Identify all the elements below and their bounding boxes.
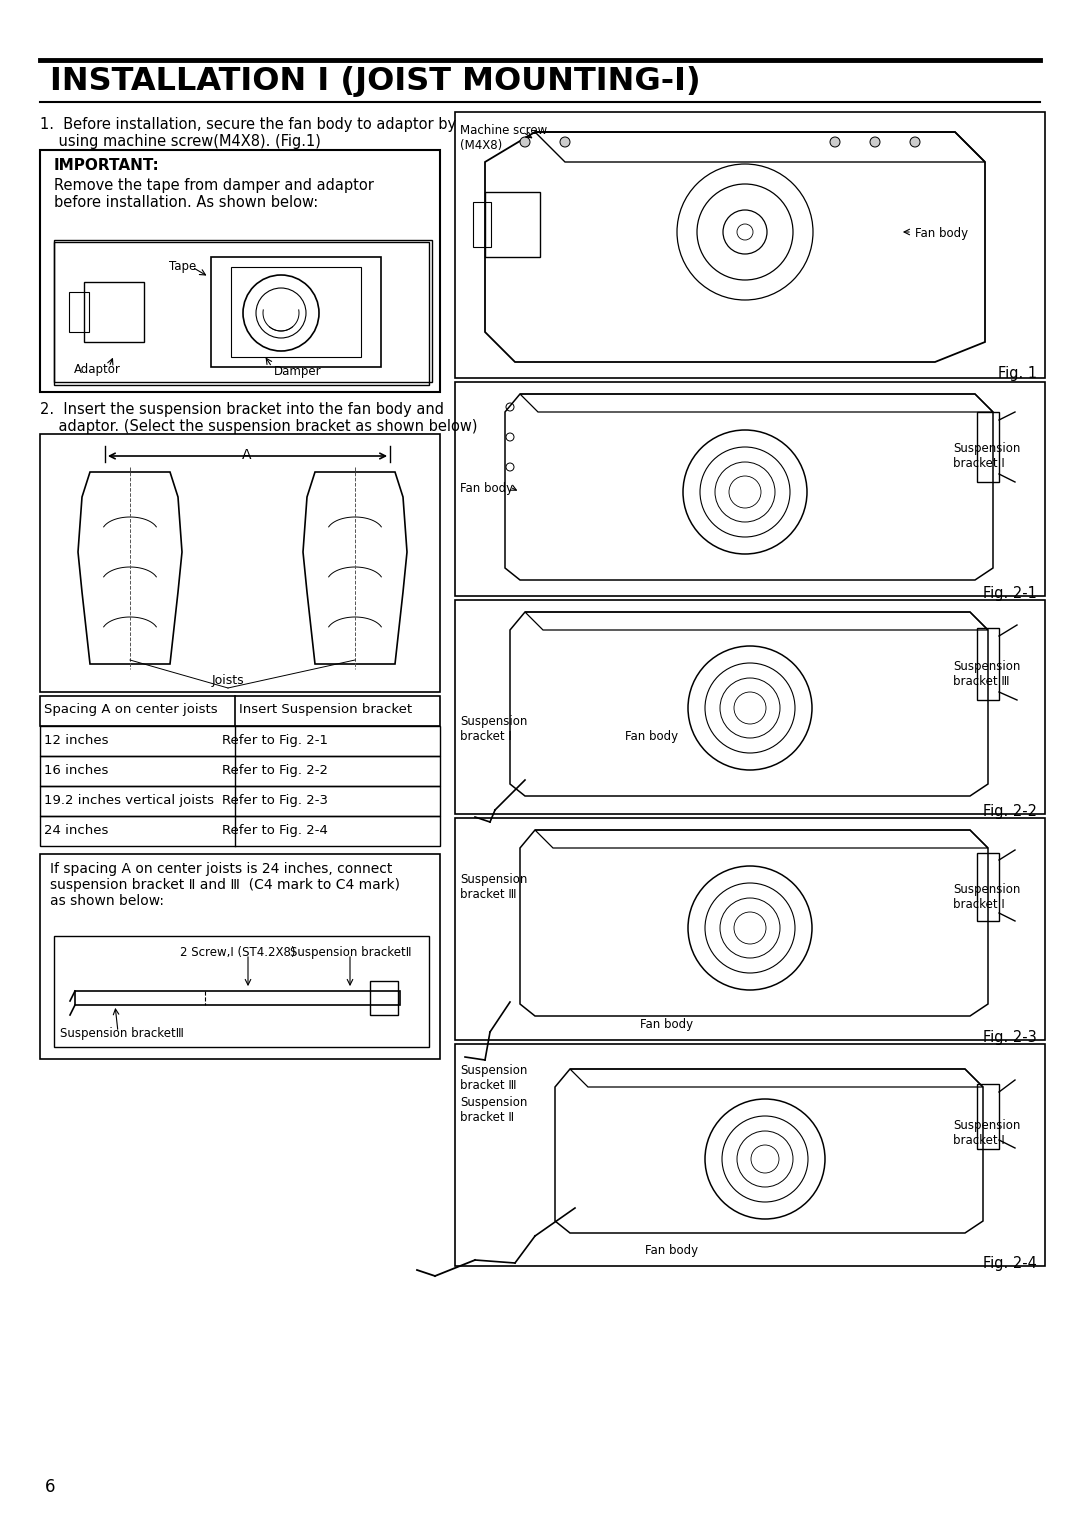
Text: 24 inches: 24 inches bbox=[44, 824, 108, 836]
Bar bbox=[69, 291, 89, 333]
Bar bbox=[977, 853, 999, 922]
Bar bbox=[54, 240, 432, 382]
Bar bbox=[455, 600, 1045, 813]
Text: IMPORTANT:: IMPORTANT: bbox=[54, 159, 160, 172]
Bar bbox=[370, 981, 399, 1015]
Text: Suspension
bracket I: Suspension bracket I bbox=[460, 716, 527, 743]
Text: INSTALLATION I (JOIST MOUNTING-I): INSTALLATION I (JOIST MOUNTING-I) bbox=[50, 66, 701, 98]
Text: Suspension
bracket Ⅱ: Suspension bracket Ⅱ bbox=[460, 1096, 527, 1125]
Text: Refer to Fig. 2-2: Refer to Fig. 2-2 bbox=[222, 765, 328, 777]
Text: If spacing A on center joists is 24 inches, connect
suspension bracket Ⅱ and Ⅲ  : If spacing A on center joists is 24 inch… bbox=[50, 862, 400, 908]
Text: Suspension
bracket I: Suspension bracket I bbox=[953, 884, 1021, 911]
Text: Spacing A on center joists: Spacing A on center joists bbox=[44, 703, 218, 716]
Text: Damper: Damper bbox=[274, 365, 322, 378]
Circle shape bbox=[519, 137, 530, 146]
Text: 2 Screw,I (ST4.2X8): 2 Screw,I (ST4.2X8) bbox=[180, 946, 296, 958]
Bar bbox=[40, 755, 440, 786]
Bar bbox=[485, 192, 540, 256]
Text: Fig. 2-2: Fig. 2-2 bbox=[983, 804, 1037, 819]
Text: Refer to Fig. 2-1: Refer to Fig. 2-1 bbox=[222, 734, 328, 748]
Text: Machine screw
(M4X8): Machine screw (M4X8) bbox=[460, 124, 548, 153]
Text: 12 inches: 12 inches bbox=[44, 734, 108, 748]
Bar bbox=[40, 786, 440, 816]
Bar bbox=[40, 433, 440, 691]
Bar bbox=[40, 696, 440, 726]
Text: Fan body: Fan body bbox=[640, 1018, 693, 1032]
Bar bbox=[455, 818, 1045, 1041]
Text: Fan body: Fan body bbox=[915, 227, 968, 240]
Text: Fig. 2-3: Fig. 2-3 bbox=[983, 1030, 1037, 1045]
Text: 2.  Insert the suspension bracket into the fan body and
    adaptor. (Select the: 2. Insert the suspension bracket into th… bbox=[40, 401, 477, 435]
Bar bbox=[977, 1083, 999, 1149]
Bar bbox=[40, 816, 440, 845]
Text: 16 inches: 16 inches bbox=[44, 765, 108, 777]
Bar bbox=[473, 201, 491, 247]
Text: Remove the tape from damper and adaptor
before installation. As shown below:: Remove the tape from damper and adaptor … bbox=[54, 179, 374, 211]
Circle shape bbox=[831, 137, 840, 146]
Bar bbox=[455, 111, 1045, 378]
Text: Fan body: Fan body bbox=[460, 482, 513, 494]
Text: Suspension
bracket Ⅲ: Suspension bracket Ⅲ bbox=[953, 661, 1021, 688]
Bar bbox=[977, 629, 999, 700]
Text: 19.2 inches vertical joists: 19.2 inches vertical joists bbox=[44, 794, 214, 807]
Text: Suspension bracketⅢ: Suspension bracketⅢ bbox=[60, 1027, 184, 1041]
Text: Suspension
bracket Ⅲ: Suspension bracket Ⅲ bbox=[460, 873, 527, 900]
Bar bbox=[54, 243, 429, 385]
Circle shape bbox=[870, 137, 880, 146]
Text: Suspension
bracket I: Suspension bracket I bbox=[953, 1119, 1021, 1148]
Bar bbox=[40, 150, 440, 392]
Bar bbox=[75, 990, 400, 1006]
Bar bbox=[84, 282, 144, 342]
Text: Suspension
bracket Ⅲ: Suspension bracket Ⅲ bbox=[460, 1064, 527, 1093]
Text: 6: 6 bbox=[45, 1479, 55, 1495]
Text: Insert Suspension bracket: Insert Suspension bracket bbox=[239, 703, 413, 716]
Text: Joists: Joists bbox=[212, 674, 244, 687]
Text: 1.  Before installation, secure the fan body to adaptor by
    using machine scr: 1. Before installation, secure the fan b… bbox=[40, 118, 456, 150]
Text: Tape: Tape bbox=[168, 259, 197, 273]
Bar bbox=[211, 256, 381, 366]
Text: Adaptor: Adaptor bbox=[75, 363, 121, 375]
Bar bbox=[40, 726, 440, 755]
Text: Fig. 2-1: Fig. 2-1 bbox=[983, 586, 1037, 601]
Circle shape bbox=[561, 137, 570, 146]
Bar bbox=[231, 267, 361, 357]
Text: Fan body: Fan body bbox=[645, 1244, 698, 1257]
Text: Refer to Fig. 2-3: Refer to Fig. 2-3 bbox=[222, 794, 328, 807]
Text: Suspension bracketⅡ: Suspension bracketⅡ bbox=[291, 946, 411, 958]
Text: Fig. 2-4: Fig. 2-4 bbox=[983, 1256, 1037, 1271]
Circle shape bbox=[910, 137, 920, 146]
Bar bbox=[977, 412, 999, 482]
Text: Suspension
bracket I: Suspension bracket I bbox=[953, 443, 1021, 470]
Bar bbox=[455, 1044, 1045, 1267]
Bar bbox=[54, 935, 429, 1047]
Text: A: A bbox=[242, 449, 252, 462]
Text: Refer to Fig. 2-4: Refer to Fig. 2-4 bbox=[222, 824, 328, 836]
Bar bbox=[40, 855, 440, 1059]
Bar bbox=[455, 382, 1045, 597]
Text: Fig. 1: Fig. 1 bbox=[998, 366, 1037, 382]
Text: Fan body: Fan body bbox=[625, 729, 678, 743]
